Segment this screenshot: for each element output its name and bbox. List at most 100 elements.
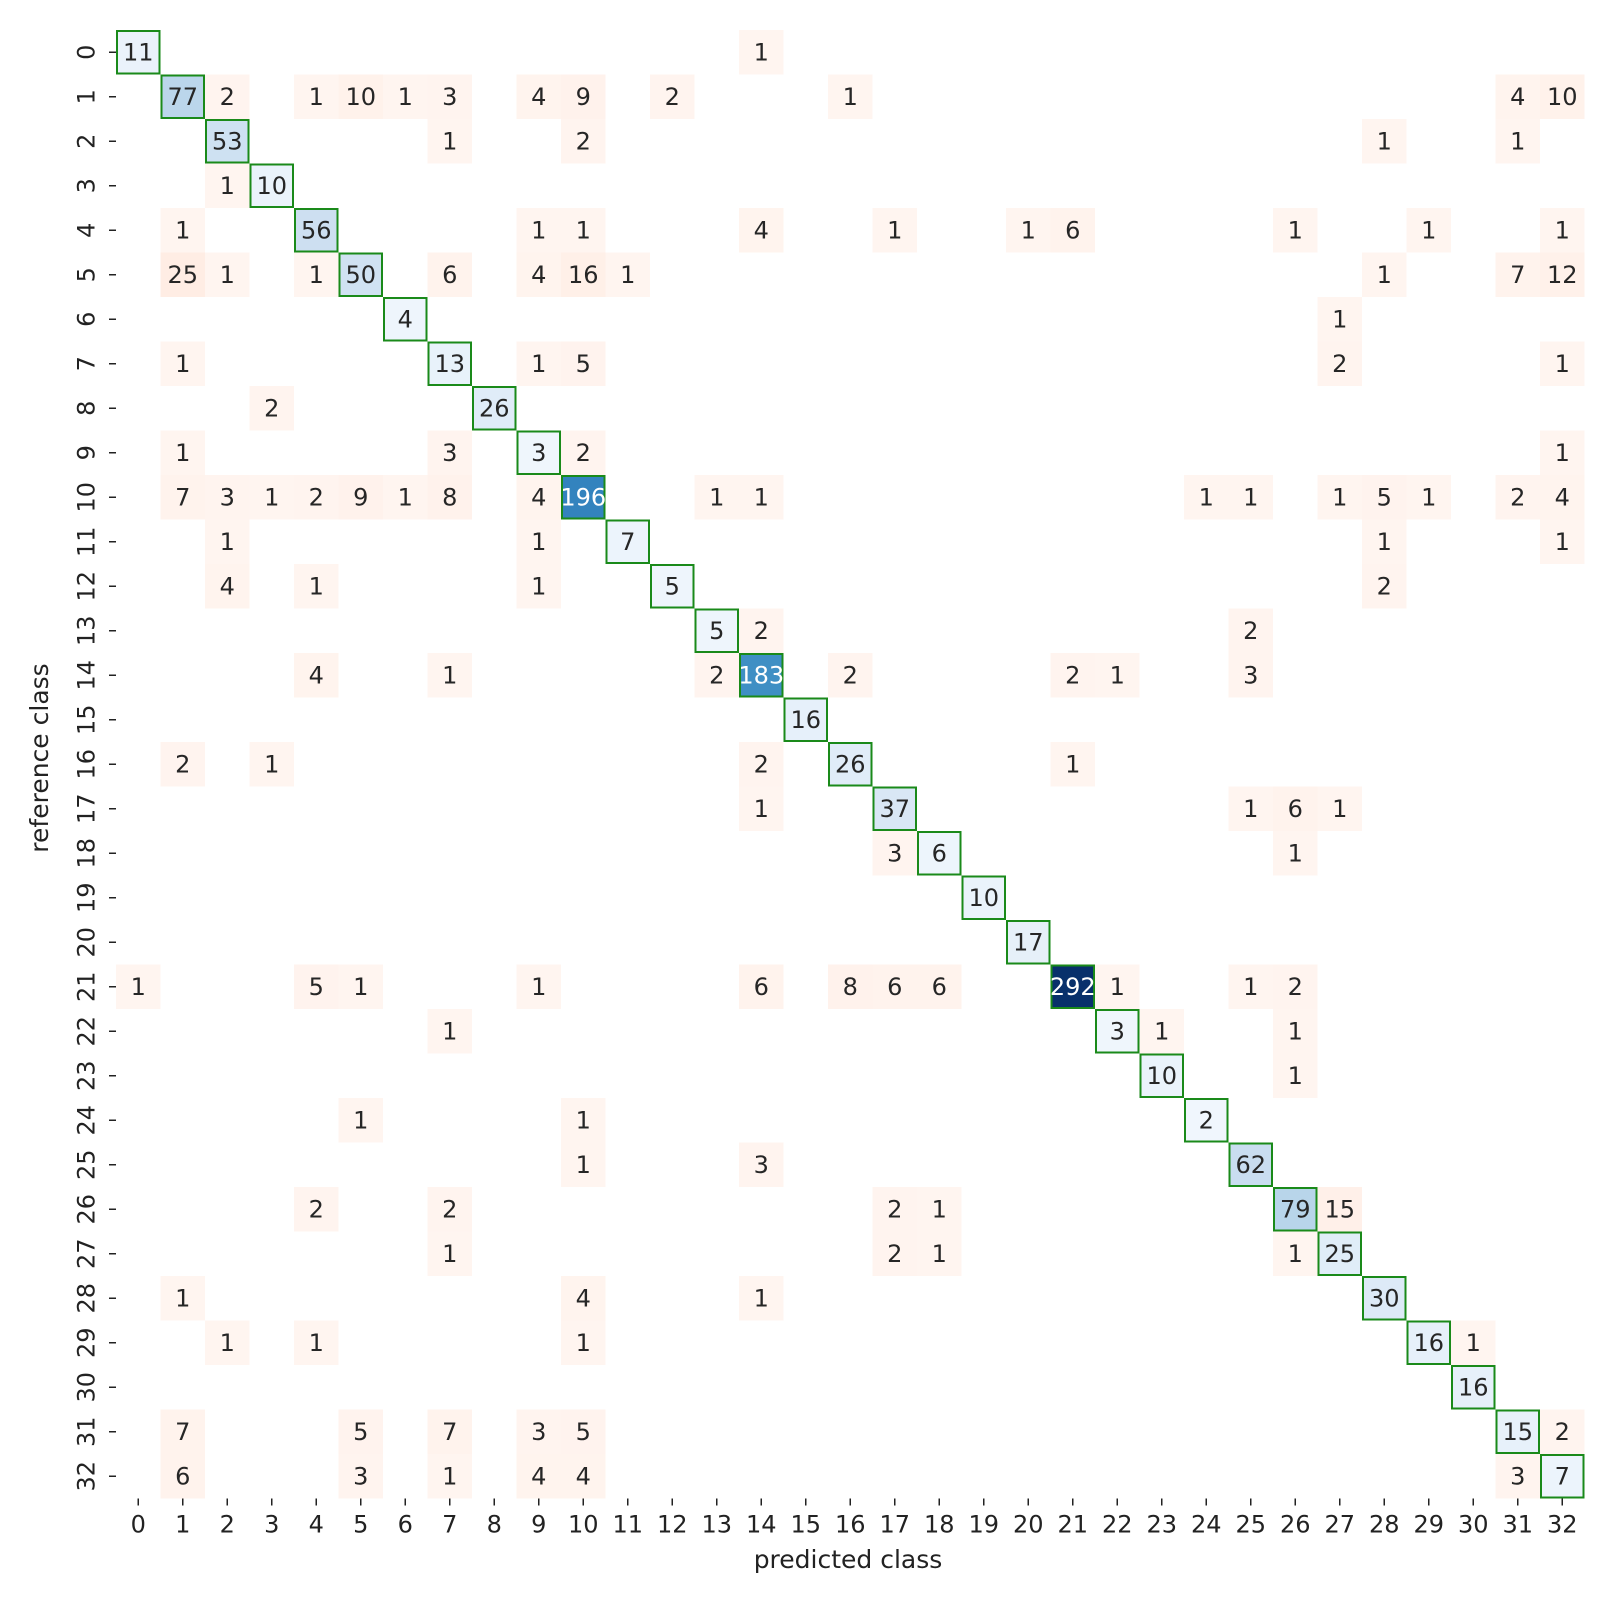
cell-value-26-4: 2 (309, 1195, 324, 1223)
x-tick-label-21: 21 (1057, 1511, 1088, 1539)
cell-value-4-29: 1 (1421, 216, 1436, 244)
cell-value-18-17: 3 (887, 839, 902, 867)
heatmap-cell-4-9 (516, 208, 561, 253)
heatmap-cell-14-4 (294, 653, 339, 698)
x-tick-label-15: 15 (790, 1511, 821, 1539)
heatmap-cell-5-5 (338, 252, 383, 297)
x-tick-label-26: 26 (1280, 1511, 1311, 1539)
cell-value-21-14: 6 (754, 973, 769, 1001)
cell-value-17-26: 6 (1288, 795, 1303, 823)
x-tick-label-18: 18 (924, 1511, 955, 1539)
cell-value-21-22: 1 (1110, 973, 1125, 1001)
cell-value-1-16: 1 (843, 83, 858, 111)
heatmap-cell-30-30 (1451, 1365, 1496, 1410)
cell-value-5-31: 7 (1510, 261, 1525, 289)
heatmap-cell-11-9 (516, 519, 561, 564)
cell-value-12-12: 5 (665, 572, 680, 600)
diagonal-outline-31 (1495, 1409, 1540, 1454)
heatmap-cell-0-14 (739, 30, 784, 75)
heatmap-cell-10-1 (160, 475, 205, 520)
x-tick-label-11: 11 (612, 1511, 643, 1539)
heatmap-cell-1-9 (516, 74, 561, 119)
cell-value-24-24: 2 (1199, 1106, 1214, 1134)
heatmap-cell-10-31 (1495, 475, 1540, 520)
cell-value-31-7: 7 (442, 1418, 457, 1446)
cell-value-31-1: 7 (175, 1418, 190, 1446)
x-tick-label-17: 17 (879, 1511, 910, 1539)
heatmap-cell-6-27 (1317, 297, 1362, 342)
heatmap-cell-21-17 (872, 964, 917, 1009)
y-tick-label-27: 27 (72, 1238, 100, 1269)
diagonal-outline-29 (1406, 1320, 1451, 1365)
heatmap-cell-1-7 (427, 74, 472, 119)
heatmap-cell-4-10 (561, 208, 606, 253)
cell-value-5-10: 16 (568, 261, 599, 289)
cell-value-32-31: 3 (1510, 1462, 1525, 1490)
heatmap-cell-8-3 (249, 386, 294, 431)
cell-value-23-26: 1 (1288, 1062, 1303, 1090)
heatmap-cell-17-27 (1317, 786, 1362, 831)
x-tick-label-9: 9 (531, 1511, 546, 1539)
heatmap-cell-5-10 (561, 252, 606, 297)
cell-value-21-17: 6 (887, 973, 902, 1001)
heatmap-cell-1-5 (338, 74, 383, 119)
cell-value-5-28: 1 (1377, 261, 1392, 289)
heatmap-cell-31-31 (1495, 1409, 1540, 1454)
cell-value-26-26: 79 (1280, 1195, 1311, 1223)
cell-value-29-29: 16 (1413, 1329, 1444, 1357)
diagonal-outline-4 (294, 208, 339, 253)
heatmap-cell-4-29 (1406, 208, 1451, 253)
diagonal-outlines (116, 30, 1585, 1499)
cell-value-4-9: 1 (531, 216, 546, 244)
heatmap-cell-9-7 (427, 430, 472, 475)
cell-value-11-11: 7 (620, 528, 635, 556)
diagonal-outline-5 (338, 252, 383, 297)
heatmap-cell-10-10 (561, 475, 606, 520)
heatmap-cell-29-29 (1406, 1320, 1451, 1365)
heatmap-cell-7-1 (160, 341, 205, 386)
y-tick-label-17: 17 (72, 793, 100, 824)
cell-value-15-15: 16 (790, 706, 821, 734)
y-tick-label-6: 6 (72, 312, 100, 327)
heatmap-cell-26-17 (872, 1187, 917, 1232)
cell-value-7-32: 1 (1555, 350, 1570, 378)
heatmap-cell-12-4 (294, 564, 339, 609)
heatmap-cell-10-28 (1362, 475, 1407, 520)
heatmap-cell-26-4 (294, 1187, 339, 1232)
diagonal-outline-13 (694, 608, 739, 653)
cell-value-30-30: 16 (1458, 1373, 1489, 1401)
heatmap-cell-12-28 (1362, 564, 1407, 609)
cell-value-7-10: 5 (576, 350, 591, 378)
y-tick-label-4: 4 (72, 223, 100, 238)
y-tick-label-7: 7 (72, 356, 100, 371)
heatmap-cell-27-7 (427, 1231, 472, 1276)
heatmap-cell-17-14 (739, 786, 784, 831)
heatmap-cell-11-11 (605, 519, 650, 564)
cell-value-32-1: 6 (175, 1462, 190, 1490)
diagonal-outline-32 (1540, 1454, 1585, 1499)
cell-value-17-27: 1 (1332, 795, 1347, 823)
cell-value-8-8: 26 (479, 394, 510, 422)
y-tick-label-23: 23 (72, 1060, 100, 1091)
diagonal-outline-10 (561, 475, 606, 520)
heatmap-cell-19-19 (961, 875, 1006, 920)
cell-value-9-7: 3 (442, 439, 457, 467)
cell-value-11-32: 1 (1555, 528, 1570, 556)
diagonal-outline-25 (1228, 1142, 1273, 1187)
cell-value-2-2: 53 (212, 127, 243, 155)
x-tick-label-0: 0 (131, 1511, 146, 1539)
cell-value-25-25: 62 (1235, 1151, 1266, 1179)
cell-value-31-31: 15 (1502, 1418, 1533, 1446)
cell-value-0-14: 1 (754, 38, 769, 66)
cell-value-5-11: 1 (620, 261, 635, 289)
cell-value-9-9: 3 (531, 439, 546, 467)
heatmap-cell-21-21 (1050, 964, 1095, 1009)
y-tick-label-3: 3 (72, 178, 100, 193)
cell-value-18-26: 1 (1288, 839, 1303, 867)
heatmap-cell-29-2 (205, 1320, 250, 1365)
cell-value-10-27: 1 (1332, 483, 1347, 511)
diagonal-outline-20 (1006, 920, 1051, 965)
cell-value-13-14: 2 (754, 617, 769, 645)
heatmap-cell-4-4 (294, 208, 339, 253)
